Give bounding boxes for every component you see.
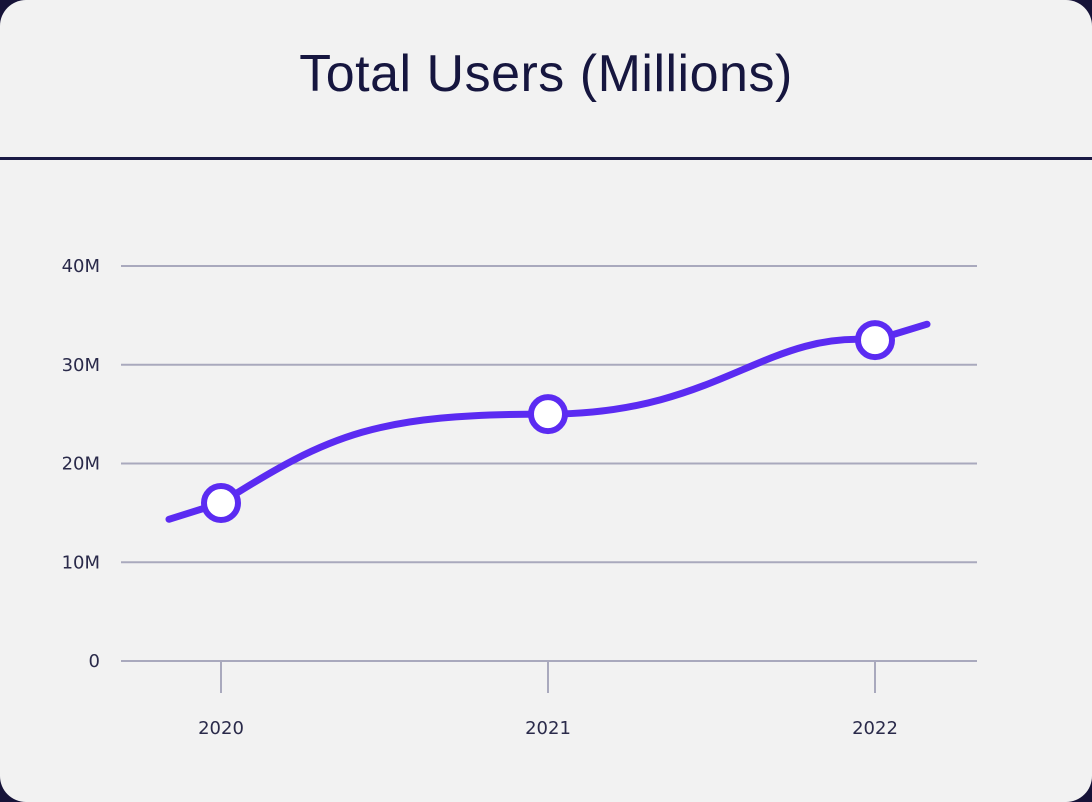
x-tick-label: 2020: [198, 718, 244, 739]
x-tick-label: 2022: [852, 718, 898, 739]
data-point: [528, 394, 568, 435]
y-tick-label: 0: [89, 651, 100, 672]
y-tick-label: 20M: [62, 454, 100, 475]
y-axis-tick-labels: 0 10M 20M 30M 40M: [62, 256, 100, 672]
data-point: [201, 483, 241, 523]
chart-title: Total Users (Millions): [299, 44, 793, 103]
x-tick-label: 2021: [525, 718, 571, 739]
x-axis-ticks: 2020 2021 2022: [198, 661, 898, 739]
data-point-markers: [201, 320, 895, 523]
gridlines: [121, 265, 977, 662]
chart-header: Total Users (Millions): [0, 0, 1092, 160]
y-tick-label: 40M: [62, 256, 100, 277]
y-tick-label: 10M: [62, 552, 100, 573]
data-point: [855, 320, 895, 361]
y-tick-label: 30M: [62, 355, 100, 376]
